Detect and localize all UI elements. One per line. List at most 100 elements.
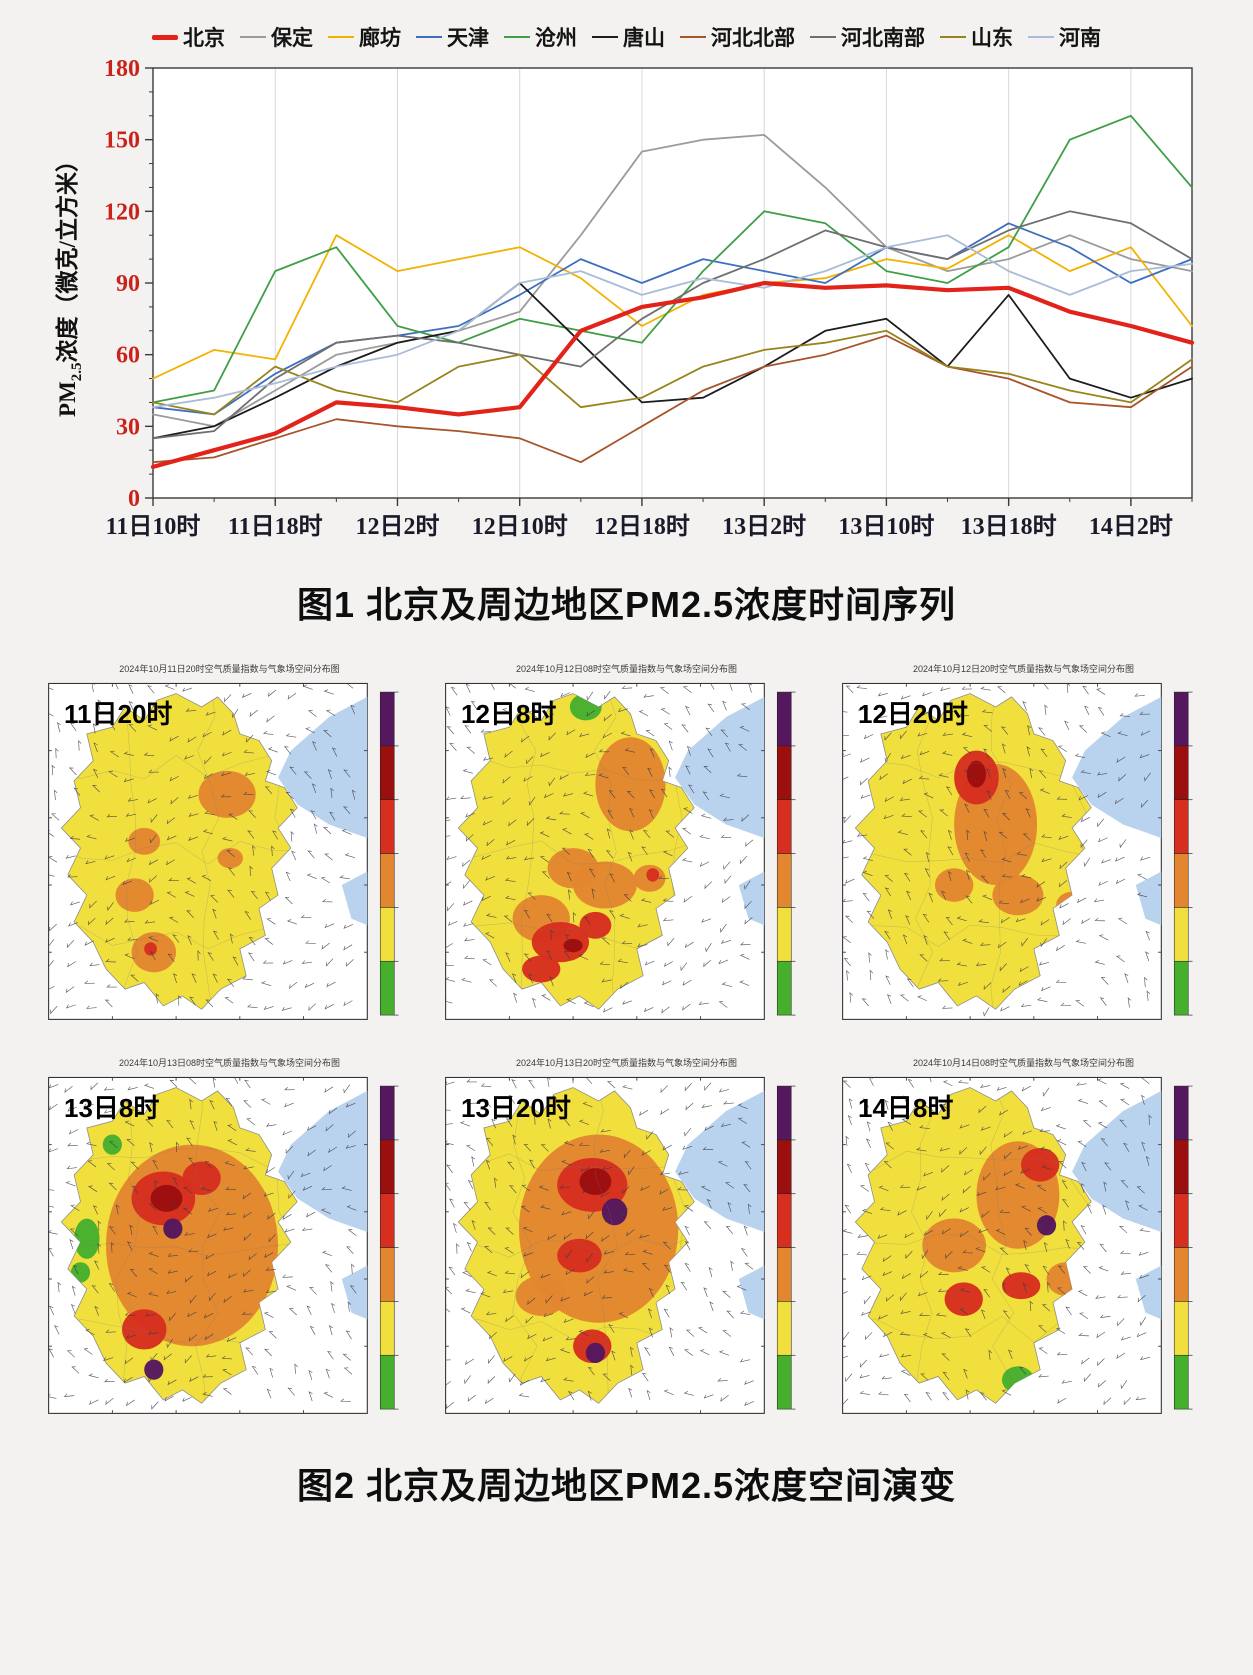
figure1-caption: 图1 北京及周边地区PM2.5浓度时间序列 <box>296 584 957 625</box>
colorbar-segment <box>379 691 395 747</box>
map-time-label: 14日8时 <box>858 1093 954 1124</box>
colorbar-segment <box>379 960 395 1016</box>
colorbar-segment <box>776 1086 792 1141</box>
legend-item: 河北南部 <box>810 22 925 52</box>
colorbar-segment <box>1173 745 1189 801</box>
colorbar-segment <box>379 907 395 962</box>
colorbar-segment <box>379 1086 395 1141</box>
legend-label: 河南 <box>1059 26 1101 50</box>
svg-text:180: 180 <box>104 56 140 82</box>
svg-text:11日18时: 11日18时 <box>228 513 323 540</box>
colorbar-segment <box>379 1247 395 1302</box>
colorbar-segment <box>379 1355 395 1410</box>
legend-item: 天津 <box>416 22 489 52</box>
colorbar-segment <box>776 960 792 1016</box>
map-panel-header: 2024年10月13日20时空气质量指数与气象场空间分布图 <box>515 1058 738 1069</box>
legend-item: 唐山 <box>592 22 665 52</box>
colorbar-segment <box>1173 907 1189 962</box>
colorbar-segment <box>776 799 792 854</box>
colorbar-segment <box>776 1139 792 1195</box>
legend-item: 山东 <box>940 22 1013 52</box>
colorbar-segment <box>1173 1139 1189 1195</box>
figure2-section: 2024年10月11日20时空气质量指数与气象场空间分布图 11日20时 2024年… <box>0 628 1253 1509</box>
colorbar-segment <box>776 1193 792 1249</box>
legend-label: 唐山 <box>623 26 665 50</box>
map-panel-header: 2024年10月12日08时空气质量指数与气象场空间分布图 <box>515 664 738 674</box>
legend-item: 河南 <box>1028 22 1101 52</box>
legend-swatch <box>152 34 178 40</box>
aqi-map-svg <box>842 1077 1193 1415</box>
map-time-label: 12日8时 <box>461 699 557 729</box>
legend-swatch <box>810 36 836 38</box>
colorbar-segment <box>776 853 792 908</box>
legend-label: 廊坊 <box>359 26 401 50</box>
colorbar-segment <box>1173 1193 1189 1249</box>
map-time-label: 11日20时 <box>64 699 173 729</box>
colorbar-segment <box>1173 1301 1189 1356</box>
colorbar-segment <box>1173 799 1189 854</box>
map-time-label: 13日20时 <box>461 1093 571 1124</box>
legend-swatch <box>416 36 442 38</box>
legend-item: 沧州 <box>504 22 577 52</box>
legend-swatch <box>328 36 354 38</box>
aqi-map-grid: 2024年10月11日20时空气质量指数与气象场空间分布图 11日20时 2024年… <box>0 628 1253 1427</box>
pm25-timeseries-chart: 0 30 60 90 120 150 180 11日10时 11日18时 12日2时 12日10时 1… <box>54 56 1195 540</box>
legend-swatch <box>1028 36 1054 38</box>
aqi-map-svg <box>48 1077 399 1415</box>
aqi-map-svg <box>445 682 796 1020</box>
colorbar-segment <box>379 1139 395 1195</box>
colorbar-segment <box>379 1301 395 1356</box>
colorbar-segment <box>1173 1247 1189 1302</box>
legend-label: 河北北部 <box>711 26 795 50</box>
legend-label: 保定 <box>271 26 313 50</box>
aqi-map-panel: 2024年10月14日08时空气质量指数与气象场空间分布图 14日8时 <box>834 1056 1213 1426</box>
svg-text:60: 60 <box>116 343 140 369</box>
aqi-map-svg <box>48 682 399 1020</box>
legend-label: 河北南部 <box>841 26 925 50</box>
svg-text:120: 120 <box>104 199 140 225</box>
svg-text:14日2时: 14日2时 <box>1089 513 1173 540</box>
svg-text:13日2时: 13日2时 <box>722 513 806 540</box>
svg-text:150: 150 <box>104 128 140 154</box>
colorbar-segment <box>379 745 395 801</box>
svg-text:PM2.5浓度（微克/立方米）: PM2.5浓度（微克/立方米） <box>54 149 85 417</box>
legend-swatch <box>940 36 966 38</box>
map-time-label: 12日20时 <box>858 699 968 729</box>
legend-label: 天津 <box>447 26 489 50</box>
svg-text:12日2时: 12日2时 <box>355 513 439 540</box>
map-time-label: 13日8时 <box>64 1093 160 1124</box>
legend-swatch <box>240 36 266 38</box>
colorbar-segment <box>1173 1355 1189 1410</box>
legend-item: 河北北部 <box>680 22 795 52</box>
map-panel-header: 2024年10月12日20时空气质量指数与气象场空间分布图 <box>912 664 1135 674</box>
svg-text:13日10时: 13日10时 <box>838 513 934 540</box>
colorbar-segment <box>1173 1086 1189 1141</box>
legend-swatch <box>504 36 530 38</box>
svg-text:12日18时: 12日18时 <box>594 513 690 540</box>
aqi-map-svg <box>842 682 1193 1020</box>
legend-label: 北京 <box>183 26 225 50</box>
colorbar-segment <box>776 1301 792 1356</box>
aqi-map-panel: 2024年10月13日08时空气质量指数与气象场空间分布图 13日8时 <box>40 1056 419 1426</box>
legend-item: 北京 <box>152 22 225 52</box>
legend-item: 保定 <box>240 22 313 52</box>
legend-swatch <box>592 36 618 38</box>
aqi-map-panel: 2024年10月13日20时空气质量指数与气象场空间分布图 13日20时 <box>437 1056 816 1426</box>
colorbar-segment <box>379 1193 395 1249</box>
legend-swatch <box>680 36 706 38</box>
colorbar-segment <box>776 1355 792 1410</box>
legend-item: 廊坊 <box>328 22 401 52</box>
chart-legend: 北京 保定 廊坊 天津 沧州 唐山 河北北部 河北南部 山东 河南 <box>30 22 1223 52</box>
svg-text:30: 30 <box>116 414 140 440</box>
map-panel-header: 2024年10月11日20时空气质量指数与气象场空间分布图 <box>119 664 340 674</box>
figure1-section: 北京 保定 廊坊 天津 沧州 唐山 河北北部 河北南部 山东 河南 0 30 60 90 120 150 18… <box>0 22 1253 628</box>
colorbar-segment <box>776 691 792 747</box>
svg-text:12日10时: 12日10时 <box>472 513 568 540</box>
map-panel-header: 2024年10月14日08时空气质量指数与气象场空间分布图 <box>912 1058 1135 1069</box>
svg-text:13日18时: 13日18时 <box>961 513 1057 540</box>
colorbar-segment <box>1173 853 1189 908</box>
colorbar-segment <box>776 745 792 801</box>
colorbar-segment <box>1173 960 1189 1016</box>
svg-text:0: 0 <box>128 486 140 512</box>
